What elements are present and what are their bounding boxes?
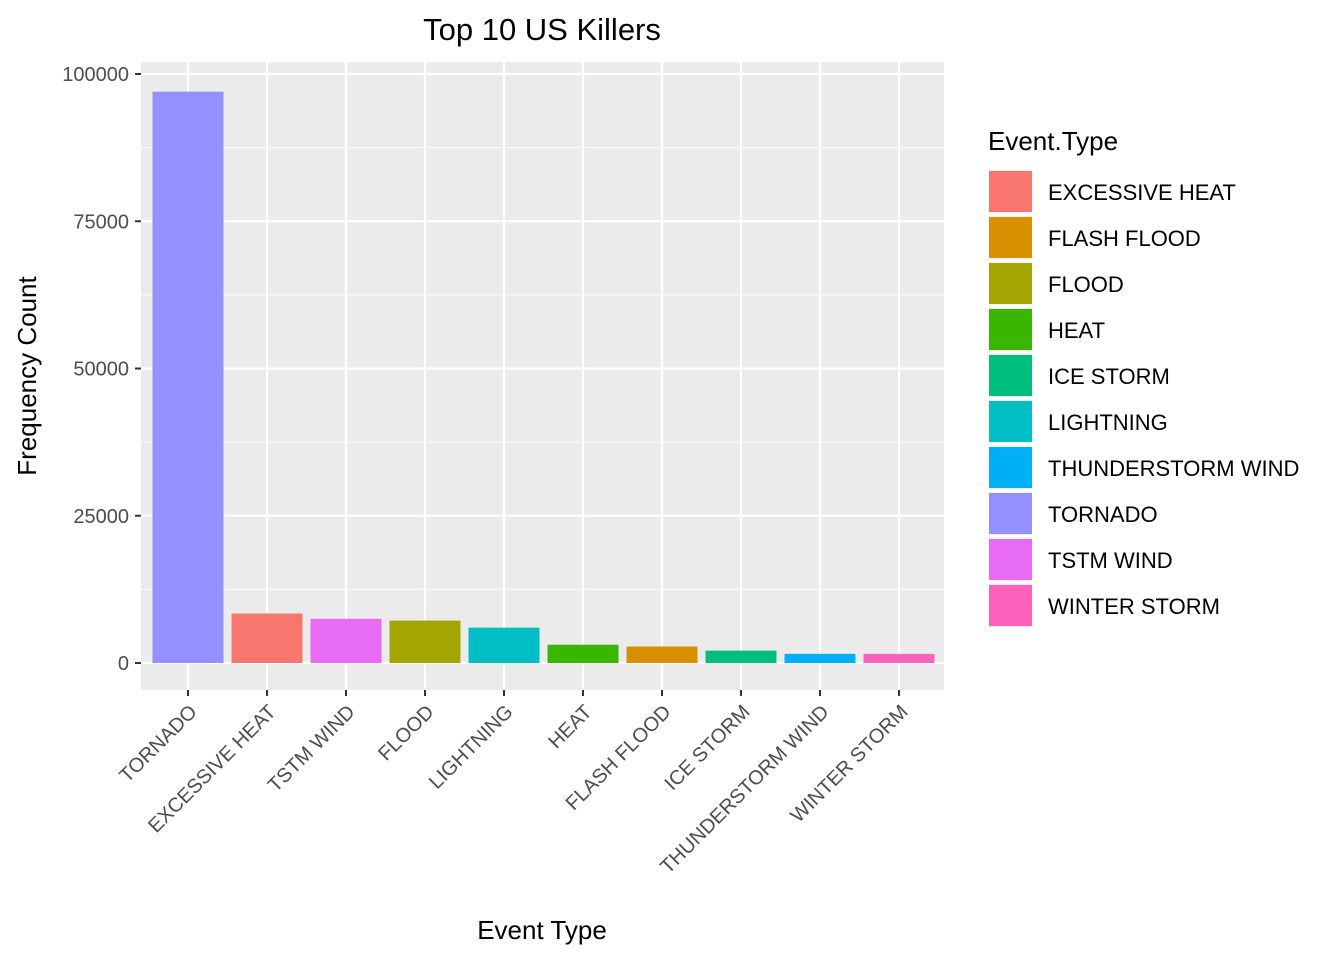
y-tick-label: 50000	[73, 359, 129, 381]
bar-thunderstorm-wind	[784, 653, 856, 663]
legend-label: LIGHTNING	[1048, 410, 1168, 435]
legend-label: FLOOD	[1048, 272, 1124, 297]
y-tick-label: 100000	[62, 64, 129, 86]
major-gridlines	[141, 62, 944, 690]
legend-swatch	[989, 539, 1032, 580]
legend-swatch	[989, 493, 1032, 534]
y-tick-label: 0	[118, 653, 129, 675]
x-tick-label: LIGHTNING	[425, 701, 518, 794]
x-axis-title: Event Type	[477, 915, 607, 945]
legend-label: HEAT	[1048, 318, 1105, 343]
legend-swatch	[989, 217, 1032, 258]
bar-ice-storm	[705, 650, 777, 663]
legend-label: EXCESSIVE HEAT	[1048, 180, 1236, 205]
y-axis-title: Frequency Count	[12, 276, 42, 476]
plot-panel	[141, 62, 944, 690]
y-tick-label: 25000	[73, 506, 129, 528]
legend-label: TORNADO	[1048, 502, 1158, 527]
bar-winter-storm	[863, 653, 935, 663]
bar-excessive-heat	[231, 613, 303, 663]
bar-heat	[547, 644, 619, 663]
legend-swatch	[989, 171, 1032, 212]
legend-swatch	[989, 401, 1032, 442]
legend-label: TSTM WIND	[1048, 548, 1173, 573]
x-tick-label: THUNDERSTORM WIND	[656, 701, 833, 878]
bar-flash-flood	[626, 646, 698, 663]
y-tick-label: 75000	[73, 211, 129, 233]
legend-swatch	[989, 447, 1032, 488]
legend-swatch	[989, 355, 1032, 396]
legend-swatch	[989, 309, 1032, 350]
minor-gridlines	[141, 147, 944, 590]
x-tick-label: FLOOD	[374, 701, 438, 765]
legend-swatch	[989, 585, 1032, 626]
legend-title: Event.Type	[988, 126, 1118, 156]
chart-title: Top 10 US Killers	[423, 12, 661, 47]
x-tick-label: HEAT	[544, 701, 596, 753]
legend-label: ICE STORM	[1048, 364, 1170, 389]
bar-tornado	[152, 91, 224, 664]
legend-swatch	[989, 263, 1032, 304]
y-axis: 0 25000 50000 75000 100000	[62, 64, 141, 675]
legend-label: THUNDERSTORM WIND	[1048, 456, 1299, 481]
bar-flood	[389, 620, 461, 663]
legend-label: WINTER STORM	[1048, 594, 1220, 619]
legend: Event.Type EXCESSIVE HEAT FLASH FLOOD FLOO…	[988, 126, 1299, 627]
legend-label: FLASH FLOOD	[1048, 226, 1201, 251]
bar-tstm-wind	[310, 618, 382, 663]
bar-lightning	[468, 627, 540, 663]
x-tick-label: TORNADO	[116, 701, 202, 787]
bars	[152, 91, 935, 664]
